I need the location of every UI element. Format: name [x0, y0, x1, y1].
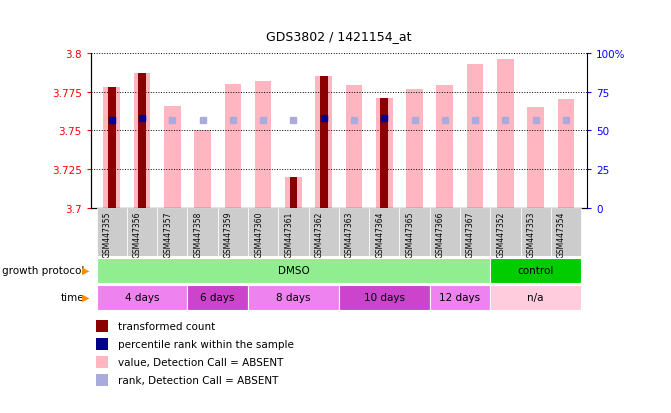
Bar	[527, 108, 544, 209]
Bar	[278, 209, 309, 256]
Text: control: control	[517, 266, 554, 275]
Text: GSM447354: GSM447354	[557, 211, 566, 257]
Bar	[218, 209, 248, 256]
Bar	[164, 106, 180, 209]
Bar	[108, 88, 115, 209]
Bar	[95, 320, 108, 332]
Bar	[551, 209, 581, 256]
Bar	[437, 86, 453, 209]
Text: GSM447366: GSM447366	[436, 211, 445, 257]
Bar	[380, 99, 388, 209]
Bar	[521, 209, 551, 256]
Bar	[467, 64, 483, 209]
Text: GDS3802 / 1421154_at: GDS3802 / 1421154_at	[266, 31, 411, 43]
Bar	[97, 209, 127, 256]
Bar	[429, 285, 491, 310]
Bar	[248, 209, 278, 256]
Text: GSM447362: GSM447362	[315, 211, 323, 257]
Bar	[95, 374, 108, 386]
Text: GSM447353: GSM447353	[527, 211, 535, 257]
Text: GSM447363: GSM447363	[345, 211, 354, 257]
Bar	[195, 131, 211, 209]
Bar	[138, 74, 146, 209]
Bar	[309, 209, 339, 256]
Bar	[491, 209, 521, 256]
Text: value, Detection Call = ABSENT: value, Detection Call = ABSENT	[118, 357, 283, 367]
Bar	[187, 285, 248, 310]
Text: time: time	[60, 292, 84, 302]
Text: GSM447356: GSM447356	[133, 211, 142, 257]
Text: 8 days: 8 days	[276, 292, 311, 302]
Text: 4 days: 4 days	[125, 292, 159, 302]
Bar	[346, 86, 362, 209]
Bar	[339, 209, 369, 256]
Text: ▶: ▶	[82, 292, 89, 302]
Bar	[406, 89, 423, 209]
Bar	[491, 285, 581, 310]
Text: GSM447364: GSM447364	[375, 211, 384, 257]
Bar	[157, 209, 187, 256]
Text: 6 days: 6 days	[201, 292, 235, 302]
Bar	[369, 209, 399, 256]
Bar	[399, 209, 429, 256]
Bar	[339, 285, 429, 310]
Bar	[225, 85, 241, 209]
Bar	[290, 178, 297, 209]
Bar	[127, 209, 157, 256]
Bar	[187, 209, 218, 256]
Bar	[491, 258, 581, 283]
Bar	[97, 258, 491, 283]
Text: 12 days: 12 days	[440, 292, 480, 302]
Bar	[103, 88, 120, 209]
Bar	[95, 338, 108, 350]
Bar	[285, 178, 302, 209]
Text: GSM447360: GSM447360	[254, 211, 263, 257]
Bar	[248, 285, 339, 310]
Text: percentile rank within the sample: percentile rank within the sample	[118, 339, 294, 349]
Text: growth protocol: growth protocol	[1, 266, 84, 275]
Text: 10 days: 10 days	[364, 292, 405, 302]
Text: GSM447358: GSM447358	[194, 211, 203, 257]
Bar	[95, 356, 108, 368]
Text: GSM447352: GSM447352	[497, 211, 505, 257]
Bar	[376, 99, 393, 209]
Text: ▶: ▶	[82, 266, 89, 275]
Text: GSM447357: GSM447357	[163, 211, 172, 257]
Bar	[320, 77, 327, 209]
Text: GSM447355: GSM447355	[103, 211, 112, 257]
Text: rank, Detection Call = ABSENT: rank, Detection Call = ABSENT	[118, 375, 278, 385]
Text: GSM447365: GSM447365	[405, 211, 415, 257]
Bar	[429, 209, 460, 256]
Bar	[255, 81, 272, 209]
Text: GSM447367: GSM447367	[466, 211, 475, 257]
Text: GSM447359: GSM447359	[224, 211, 233, 257]
Text: DMSO: DMSO	[278, 266, 309, 275]
Text: transformed count: transformed count	[118, 321, 215, 331]
Text: GSM447361: GSM447361	[285, 211, 293, 257]
Bar	[97, 285, 187, 310]
Bar	[315, 77, 332, 209]
Text: n/a: n/a	[527, 292, 544, 302]
Bar	[558, 100, 574, 209]
Bar	[497, 60, 514, 209]
Bar	[460, 209, 491, 256]
Bar	[134, 74, 150, 209]
